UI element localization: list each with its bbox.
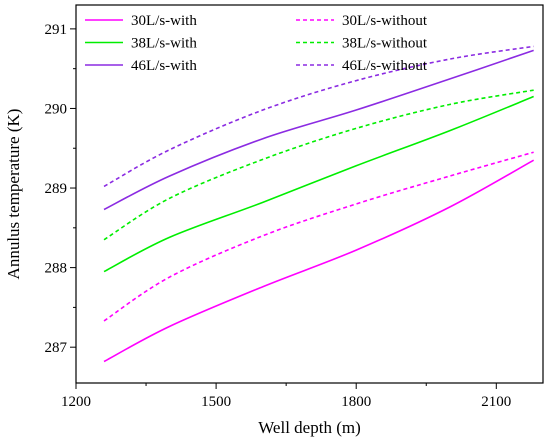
y-axis-title: Annulus temperature (K) bbox=[4, 109, 23, 280]
legend-label: 38L/s-with bbox=[131, 36, 197, 52]
legend-label: 30L/s-without bbox=[342, 13, 428, 29]
series-line-46l-s-without bbox=[103, 45, 534, 188]
series-line-30l-s-without bbox=[103, 151, 534, 322]
x-tick-label: 2100 bbox=[481, 394, 511, 410]
series-line-38l-s-with bbox=[103, 95, 534, 273]
y-tick-label: 289 bbox=[45, 181, 68, 197]
y-tick-label: 287 bbox=[45, 340, 68, 356]
axes: 1200 1500 1800 2100 287 288 289 290 291 bbox=[45, 22, 512, 410]
series-line-30l-s-with bbox=[103, 159, 535, 363]
y-tick-label: 290 bbox=[45, 101, 68, 117]
series-lines bbox=[103, 45, 535, 363]
series-line-38l-s-without bbox=[103, 89, 534, 241]
legend-label: 30L/s-with bbox=[131, 13, 197, 29]
legend-label: 46L/s-with bbox=[131, 58, 197, 74]
plot-area bbox=[75, 4, 544, 384]
y-tick-label: 291 bbox=[45, 22, 68, 38]
legend-label: 46L/s-without bbox=[342, 58, 428, 74]
x-tick-label: 1200 bbox=[61, 394, 91, 410]
series-line-46l-s-with bbox=[103, 49, 534, 211]
x-tick-label: 1800 bbox=[341, 394, 371, 410]
x-tick-label: 1500 bbox=[201, 394, 231, 410]
y-tick-label: 288 bbox=[45, 261, 68, 277]
legend-label: 38L/s-without bbox=[342, 36, 428, 52]
x-axis-title: Well depth (m) bbox=[258, 418, 361, 437]
plot-frame bbox=[75, 4, 544, 384]
legend: 30L/s-with 30L/s-without 38L/s-with 38L/s-w… bbox=[85, 13, 428, 74]
